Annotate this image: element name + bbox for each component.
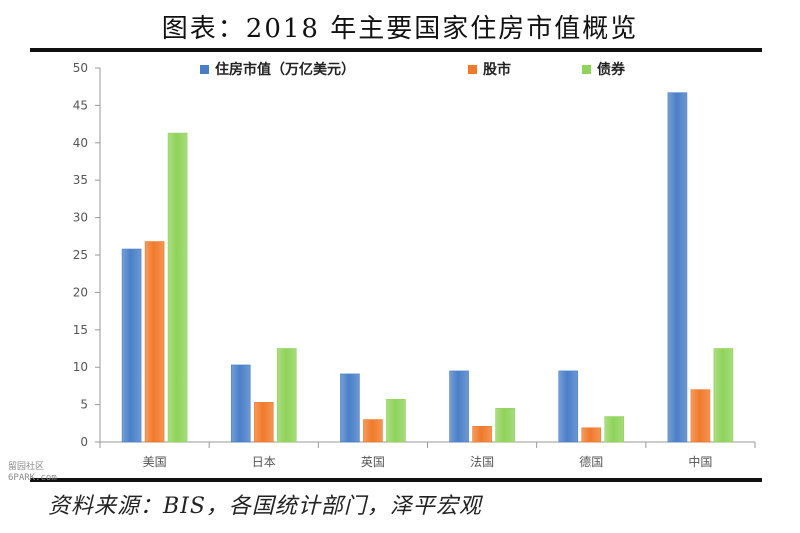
bar-housing [558,370,579,443]
bar-housing [230,364,251,443]
source-note: 资料来源：BIS，各国统计部门，泽平宏观 [48,494,482,519]
y-tick-label: 0 [80,435,88,449]
bar-stock [690,389,711,443]
x-tick-label: 日本 [252,455,276,469]
bar-stock [472,425,492,443]
bar-stock [144,241,165,443]
legend-swatch [468,65,477,74]
y-tick-label: 25 [73,248,88,262]
y-tick-label: 15 [73,323,88,337]
y-tick-label: 10 [73,360,88,374]
y-tick-label: 5 [80,398,88,412]
title-rule [30,48,762,52]
bar-housing [449,370,469,443]
x-tick-label: 中国 [688,454,712,469]
y-tick-label: 35 [73,173,88,187]
legend: 住房市值（万亿美元） 股市 债券 [200,61,626,78]
bar-bond [604,416,625,443]
watermark-line: 留园社区 [8,462,45,472]
bar-bond [276,348,297,443]
legend-label: 住房市值（万亿美元） [215,61,355,78]
x-tick-label: 英国 [361,455,385,469]
axes: 0 5 10 15 20 25 30 35 40 45 50 美国 日本 英国 法国 德国 中国 [73,61,756,469]
legend-swatch [582,65,591,74]
legend-label: 债券 [597,61,626,78]
bar-stock [253,402,274,443]
y-tick-label: 40 [73,136,88,150]
bar-bond [713,348,734,443]
legend-label: 股市 [483,61,511,78]
watermark: 留园社区 6PARK.com [8,462,57,484]
x-tick-label: 德国 [579,454,603,469]
bar-stock [363,419,383,443]
legend-swatch [200,65,209,74]
chart-title: 图表：2018 年主要国家住房市值概览 [161,14,639,44]
bar-housing [121,248,142,443]
x-tick-label: 美国 [143,455,167,469]
y-tick-label: 45 [73,98,88,112]
y-tick-label: 20 [73,285,88,299]
y-tick-label: 30 [73,211,88,225]
bar-stock [581,427,602,443]
y-tick-label: 50 [73,61,88,75]
x-tick-label: 法国 [470,455,494,469]
bar-housing [340,373,360,443]
watermark-line: 6PARK.com [8,473,57,483]
bars [121,92,734,443]
bar-bond [167,132,188,443]
bar-housing [667,92,688,443]
bar-bond [386,399,406,443]
bar-bond [495,408,515,443]
source-rule [30,478,762,482]
